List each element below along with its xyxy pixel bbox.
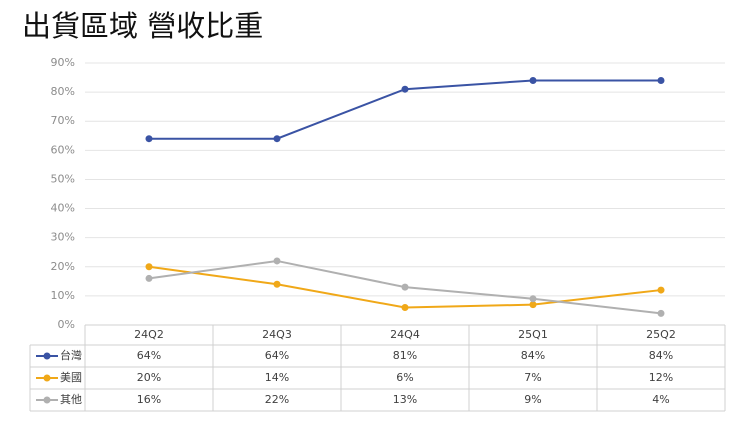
x-tick-label: 24Q2 <box>134 328 164 341</box>
x-tick-label: 24Q4 <box>390 328 420 341</box>
y-tick-label: 60% <box>51 143 75 156</box>
y-tick-label: 30% <box>51 231 75 244</box>
point <box>657 286 665 294</box>
point <box>529 301 537 309</box>
y-tick-label: 10% <box>51 289 75 302</box>
point <box>145 274 153 282</box>
point <box>401 85 409 93</box>
table-value: 84% <box>649 349 673 362</box>
point <box>145 135 153 143</box>
table-value: 20% <box>137 371 161 384</box>
legend-marker <box>43 352 51 360</box>
y-tick-label: 50% <box>51 172 75 185</box>
table-value: 22% <box>265 393 289 406</box>
point <box>657 309 665 317</box>
y-tick-label: 80% <box>51 85 75 98</box>
table-value: 12% <box>649 371 673 384</box>
y-tick-label: 40% <box>51 202 75 215</box>
table-value: 14% <box>265 371 289 384</box>
legend-marker <box>43 374 51 382</box>
y-tick-label: 90% <box>51 56 75 69</box>
table-value: 7% <box>524 371 541 384</box>
point <box>273 280 281 288</box>
point <box>401 283 409 291</box>
table-value: 13% <box>393 393 417 406</box>
x-tick-label: 25Q1 <box>518 328 548 341</box>
table-value: 9% <box>524 393 541 406</box>
table-value: 84% <box>521 349 545 362</box>
y-tick-label: 70% <box>51 114 75 127</box>
legend-marker <box>43 396 51 404</box>
point <box>145 263 153 271</box>
y-tick-label: 0% <box>58 318 75 331</box>
legend-label: 台灣 <box>60 348 82 362</box>
table-value: 4% <box>652 393 669 406</box>
x-tick-label: 25Q2 <box>646 328 676 341</box>
table-value: 64% <box>265 349 289 362</box>
chart-title: 出貨區域 營收比重 <box>22 9 263 43</box>
table-value: 6% <box>396 371 413 384</box>
point <box>401 304 409 312</box>
point <box>529 295 537 303</box>
point <box>529 76 537 84</box>
table-value: 16% <box>137 393 161 406</box>
legend-label: 美國 <box>60 371 82 384</box>
legend-label: 其他 <box>60 393 82 406</box>
x-tick-label: 24Q3 <box>262 328 292 341</box>
point <box>273 257 281 265</box>
point <box>273 135 281 143</box>
point <box>657 76 665 84</box>
y-tick-label: 20% <box>51 260 75 273</box>
table-value: 81% <box>393 349 417 362</box>
table-value: 64% <box>137 349 161 362</box>
